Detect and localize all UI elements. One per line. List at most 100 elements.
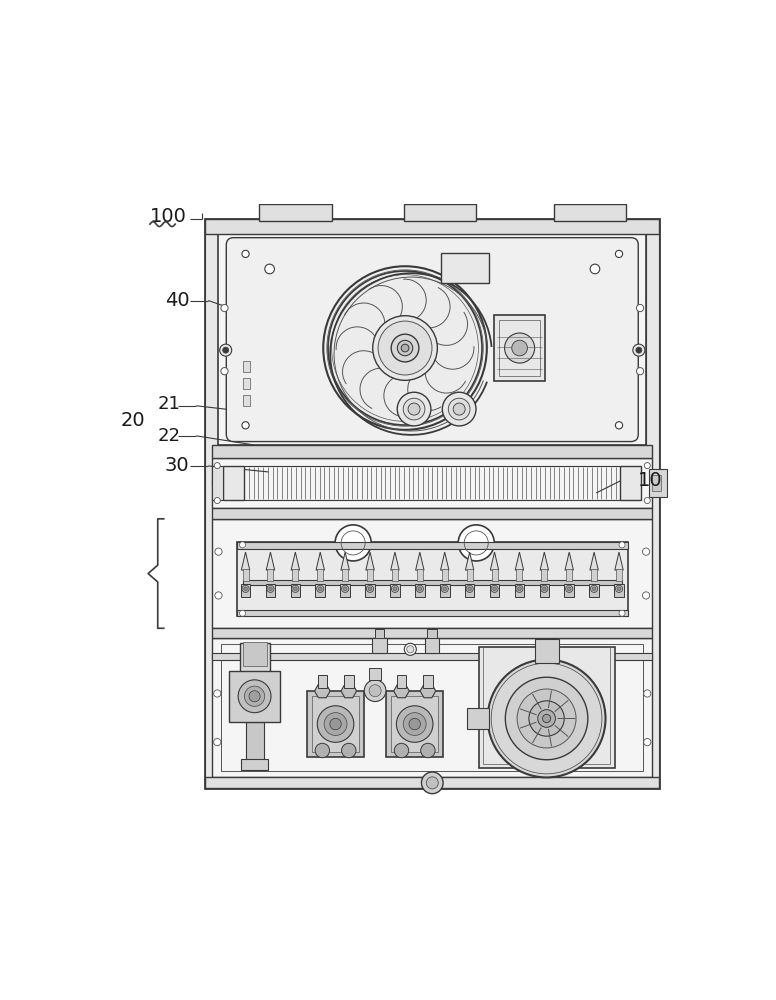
Bar <box>213 628 652 638</box>
Circle shape <box>615 422 622 429</box>
Circle shape <box>343 587 347 591</box>
Bar <box>465 584 474 597</box>
Circle shape <box>529 701 564 736</box>
Polygon shape <box>314 684 330 698</box>
Bar <box>237 610 628 616</box>
Bar <box>265 584 275 597</box>
Circle shape <box>369 587 372 591</box>
Bar <box>317 569 324 581</box>
Text: 40: 40 <box>165 291 189 310</box>
Circle shape <box>324 266 487 430</box>
Circle shape <box>267 585 274 592</box>
Bar <box>293 569 298 581</box>
Bar <box>221 644 643 771</box>
Circle shape <box>221 368 228 375</box>
Polygon shape <box>341 552 349 570</box>
Polygon shape <box>490 552 499 570</box>
Circle shape <box>458 525 494 561</box>
Bar <box>466 708 490 729</box>
Bar <box>243 361 250 372</box>
Bar <box>268 569 273 581</box>
Circle shape <box>566 585 573 592</box>
Circle shape <box>491 585 498 592</box>
Circle shape <box>215 592 222 599</box>
Circle shape <box>328 271 482 425</box>
Bar <box>539 584 549 597</box>
Bar <box>417 569 423 581</box>
Circle shape <box>538 710 556 727</box>
Bar <box>245 722 264 770</box>
Bar <box>591 569 597 581</box>
Circle shape <box>644 463 650 469</box>
Circle shape <box>644 498 650 504</box>
Circle shape <box>215 548 222 555</box>
Bar <box>237 542 628 616</box>
Bar <box>213 653 652 660</box>
Circle shape <box>449 398 470 420</box>
Polygon shape <box>391 552 399 570</box>
Bar <box>312 696 359 752</box>
Bar <box>237 542 628 549</box>
Circle shape <box>397 706 433 742</box>
Circle shape <box>369 685 381 697</box>
Circle shape <box>518 587 521 591</box>
Bar <box>649 469 667 497</box>
Circle shape <box>408 403 420 415</box>
Circle shape <box>643 592 650 599</box>
Bar <box>490 584 499 597</box>
Polygon shape <box>341 684 357 698</box>
Circle shape <box>643 690 651 697</box>
Circle shape <box>407 646 414 653</box>
Text: 30: 30 <box>165 456 189 475</box>
Bar <box>290 584 300 597</box>
Bar <box>404 204 476 221</box>
Bar <box>213 519 652 628</box>
Bar <box>372 638 386 653</box>
Circle shape <box>567 587 571 591</box>
Circle shape <box>214 463 220 469</box>
Text: 10: 10 <box>638 471 663 490</box>
Circle shape <box>636 304 643 312</box>
FancyBboxPatch shape <box>227 238 638 442</box>
Circle shape <box>404 398 425 420</box>
Circle shape <box>619 542 625 548</box>
Bar <box>315 584 325 597</box>
Polygon shape <box>441 552 449 570</box>
Polygon shape <box>590 552 598 570</box>
Circle shape <box>293 587 297 591</box>
Circle shape <box>541 585 548 592</box>
Polygon shape <box>416 552 424 570</box>
Circle shape <box>292 585 299 592</box>
Bar <box>616 569 622 581</box>
Circle shape <box>404 643 416 655</box>
Bar <box>466 569 473 581</box>
Circle shape <box>393 587 397 591</box>
Circle shape <box>421 772 443 794</box>
Circle shape <box>404 713 426 735</box>
Circle shape <box>517 689 576 748</box>
Bar <box>554 204 626 221</box>
Circle shape <box>426 777 438 789</box>
Bar <box>241 759 268 770</box>
Bar <box>397 675 407 688</box>
Circle shape <box>240 610 245 616</box>
Bar <box>516 569 522 581</box>
Polygon shape <box>316 552 324 570</box>
Bar <box>652 475 661 491</box>
Bar <box>491 569 497 581</box>
Bar <box>205 219 660 234</box>
Polygon shape <box>420 684 436 698</box>
Circle shape <box>391 585 399 592</box>
Polygon shape <box>393 684 409 698</box>
Circle shape <box>394 743 409 758</box>
Bar <box>342 569 348 581</box>
Circle shape <box>493 587 497 591</box>
Bar <box>243 378 250 389</box>
Bar <box>365 584 375 597</box>
Bar <box>241 584 251 597</box>
Circle shape <box>391 334 419 362</box>
Circle shape <box>615 250 622 258</box>
Circle shape <box>397 392 431 426</box>
Bar <box>390 584 400 597</box>
Bar <box>479 647 615 768</box>
